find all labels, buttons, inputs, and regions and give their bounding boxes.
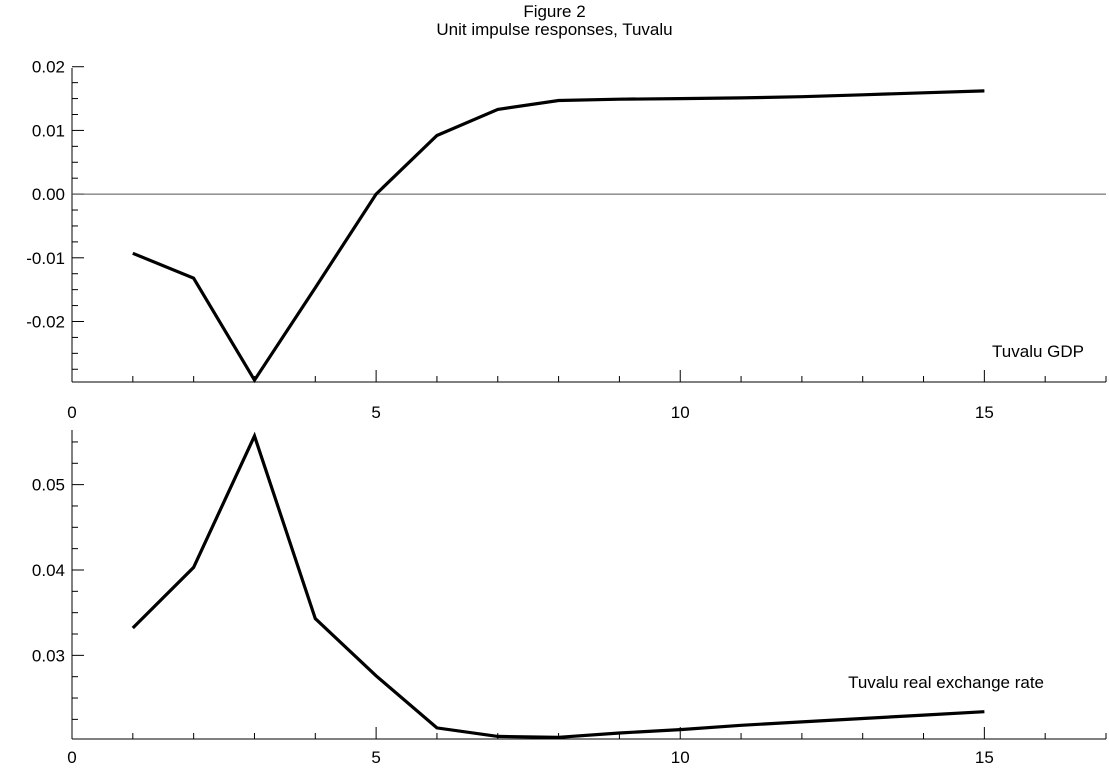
panel2-y-tick-label: 0.05	[32, 476, 65, 495]
figure-title: Figure 2	[523, 2, 586, 21]
panel1-y-tick-label: 0.00	[32, 185, 65, 204]
panel2-x-tick-label: 0	[67, 748, 76, 767]
panel1-x-tick-label: 10	[671, 403, 690, 422]
panel2-y-tick-label: 0.03	[32, 646, 65, 665]
panel1-x-tick-label: 15	[975, 403, 994, 422]
panel1-y-tick-label: -0.02	[26, 312, 65, 331]
figure-subtitle: Unit impulse responses, Tuvalu	[436, 20, 673, 39]
panel1-series-label: Tuvalu GDP	[992, 342, 1084, 361]
panel2-y-tick-label: 0.04	[32, 561, 65, 580]
panel1-y-tick-label: -0.01	[26, 249, 65, 268]
panel2-series-line	[131, 431, 985, 739]
panel2-series-label: Tuvalu real exchange rate	[848, 673, 1044, 692]
panel1-x-tick-label: 0	[67, 403, 76, 422]
panel1-y-tick-label: 0.02	[32, 58, 65, 77]
panel2-x-tick-label: 15	[975, 748, 994, 767]
panel1-x-tick-label: 5	[371, 403, 380, 422]
panel1-series-line	[132, 89, 985, 384]
panel2-x-tick-label: 5	[371, 748, 380, 767]
panel1-y-tick-label: 0.01	[32, 121, 65, 140]
panel2-x-tick-label: 10	[671, 748, 690, 767]
